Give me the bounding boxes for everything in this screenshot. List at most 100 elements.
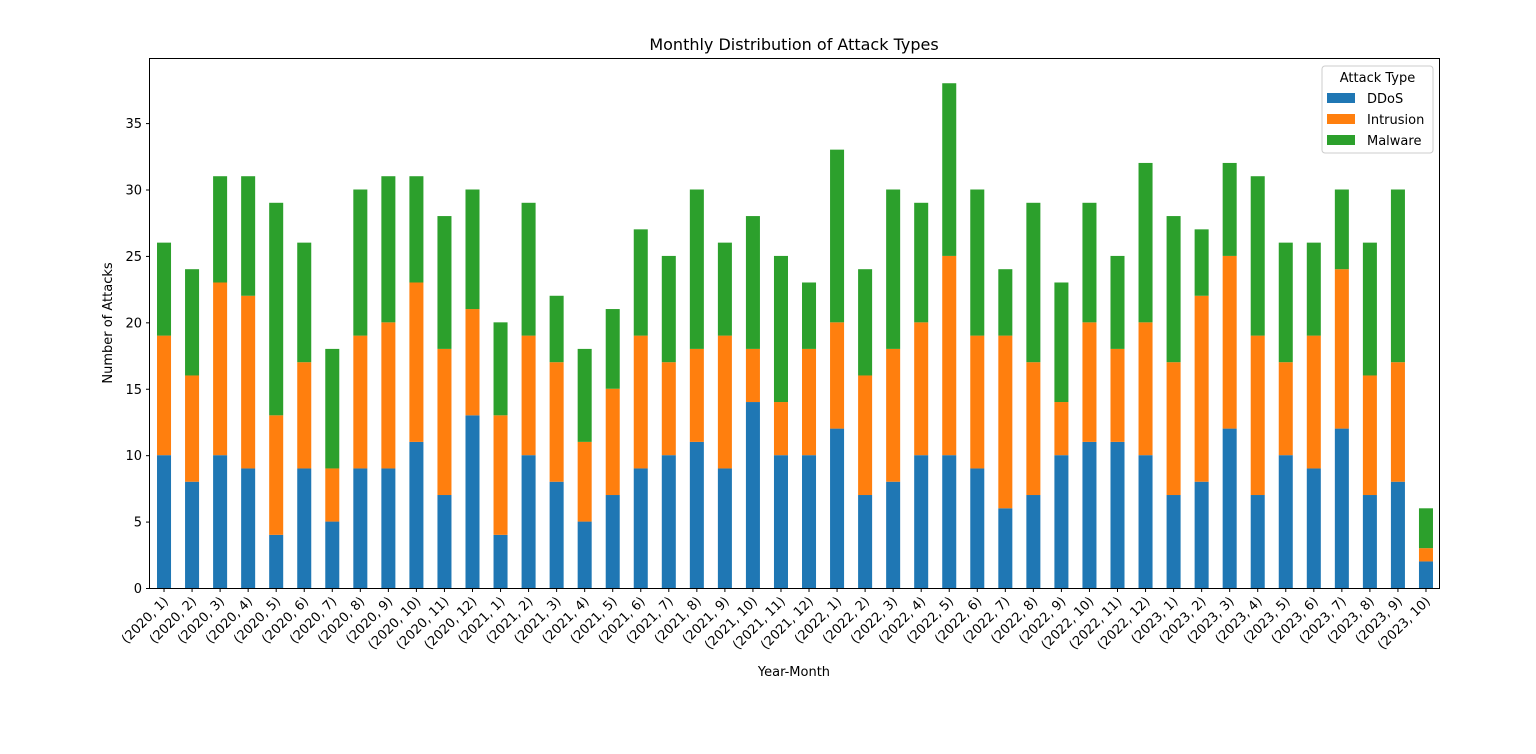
- chart-title: Monthly Distribution of Attack Types: [649, 35, 938, 54]
- bar-intrusion-39: [1250, 335, 1265, 496]
- bar-ddos-41: [1306, 468, 1321, 588]
- bar-ddos-38: [1222, 428, 1237, 588]
- bar-malware-2: [213, 176, 228, 283]
- bar-malware-12: [493, 322, 508, 416]
- bar-malware-16: [605, 309, 620, 389]
- bar-intrusion-15: [577, 441, 592, 522]
- bar-intrusion-31: [1026, 362, 1041, 496]
- bar-intrusion-14: [549, 362, 564, 482]
- bar-intrusion-4: [269, 415, 284, 535]
- bar-malware-22: [773, 255, 788, 403]
- bar-intrusion-40: [1278, 362, 1293, 456]
- bar-intrusion-16: [605, 388, 620, 496]
- bar-malware-42: [1334, 189, 1349, 270]
- bar-intrusion-25: [858, 375, 873, 496]
- bar-malware-33: [1082, 202, 1097, 323]
- bar-intrusion-17: [633, 335, 648, 469]
- bar-intrusion-32: [1054, 402, 1069, 456]
- bar-intrusion-36: [1166, 362, 1181, 496]
- bar-ddos-16: [605, 495, 620, 588]
- bar-ddos-32: [1054, 455, 1069, 588]
- bar-ddos-2: [213, 455, 228, 588]
- bar-intrusion-44: [1390, 362, 1405, 482]
- bar-malware-36: [1166, 216, 1181, 363]
- bar-ddos-39: [1250, 495, 1265, 588]
- bar-malware-4: [269, 202, 284, 416]
- bar-intrusion-41: [1306, 335, 1321, 469]
- bar-intrusion-3: [241, 295, 256, 469]
- bar-malware-39: [1250, 176, 1265, 336]
- legend-entries: DDoS Intrusion Malware: [1327, 92, 1424, 149]
- y-tick-label: 15: [125, 383, 142, 398]
- legend-label-ddos: DDoS: [1367, 92, 1403, 107]
- bar-malware-3: [241, 176, 256, 296]
- bar-ddos-21: [745, 402, 760, 588]
- bar-malware-17: [633, 229, 648, 336]
- bar-malware-31: [1026, 202, 1041, 363]
- bar-ddos-20: [717, 468, 732, 588]
- bar-ddos-36: [1166, 495, 1181, 588]
- bar-ddos-9: [409, 441, 424, 588]
- bar-malware-7: [353, 189, 368, 336]
- bar-intrusion-37: [1194, 295, 1209, 482]
- bar-intrusion-22: [773, 402, 788, 456]
- bar-ddos-26: [886, 481, 901, 588]
- bar-intrusion-38: [1222, 255, 1237, 429]
- bar-intrusion-28: [942, 255, 957, 456]
- bar-intrusion-20: [717, 335, 732, 469]
- bar-malware-38: [1222, 162, 1237, 256]
- bar-malware-32: [1054, 282, 1069, 403]
- bar-ddos-34: [1110, 441, 1125, 588]
- legend: Attack Type DDoS Intrusion Malware: [1321, 65, 1434, 154]
- legend-swatch-ddos: [1327, 93, 1355, 103]
- bar-malware-43: [1362, 242, 1377, 376]
- bar-ddos-25: [858, 495, 873, 588]
- bar-malware-40: [1278, 242, 1293, 363]
- bar-ddos-22: [773, 455, 788, 588]
- bar-ddos-19: [689, 441, 704, 588]
- bar-malware-10: [437, 216, 452, 349]
- bar-malware-5: [297, 242, 312, 363]
- bar-intrusion-21: [745, 348, 760, 403]
- bar-intrusion-11: [465, 309, 480, 416]
- bar-ddos-30: [998, 508, 1013, 588]
- bar-ddos-43: [1362, 495, 1377, 588]
- bar-ddos-15: [577, 521, 592, 588]
- y-axis-label: Number of Attacks: [101, 262, 116, 384]
- x-axis: (2020, 1)(2020, 2)(2020, 3)(2020, 4)(202…: [119, 588, 1434, 653]
- bar-intrusion-5: [297, 362, 312, 469]
- bar-malware-30: [998, 269, 1013, 336]
- bar-malware-35: [1138, 162, 1153, 323]
- bar-intrusion-8: [381, 322, 396, 469]
- bar-intrusion-43: [1362, 375, 1377, 496]
- bar-ddos-8: [381, 468, 396, 588]
- bar-malware-11: [465, 189, 480, 310]
- bar-ddos-27: [914, 455, 929, 588]
- bar-ddos-33: [1082, 441, 1097, 588]
- bar-malware-20: [717, 242, 732, 336]
- bar-intrusion-34: [1110, 348, 1125, 442]
- bar-malware-18: [661, 255, 676, 363]
- bar-intrusion-6: [325, 468, 340, 522]
- bar-ddos-10: [437, 495, 452, 588]
- y-tick-label: 5: [134, 516, 142, 531]
- y-axis: 0 5 10 15 20 25 30 35: [125, 117, 150, 597]
- y-tick-label: 0: [134, 582, 142, 597]
- bar-ddos-35: [1138, 455, 1153, 588]
- bar-malware-41: [1306, 242, 1321, 336]
- legend-swatch-malware: [1327, 135, 1355, 145]
- bar-malware-25: [858, 269, 873, 376]
- bar-intrusion-23: [802, 348, 817, 456]
- bar-ddos-42: [1334, 428, 1349, 588]
- bar-intrusion-9: [409, 282, 424, 442]
- bar-intrusion-12: [493, 415, 508, 535]
- bar-malware-9: [409, 176, 424, 283]
- bar-ddos-23: [802, 455, 817, 588]
- bar-malware-14: [549, 295, 564, 363]
- bar-malware-34: [1110, 255, 1125, 349]
- bar-ddos-17: [633, 468, 648, 588]
- bar-malware-1: [185, 269, 200, 376]
- bar-malware-28: [942, 83, 957, 256]
- legend-box: [1321, 65, 1434, 154]
